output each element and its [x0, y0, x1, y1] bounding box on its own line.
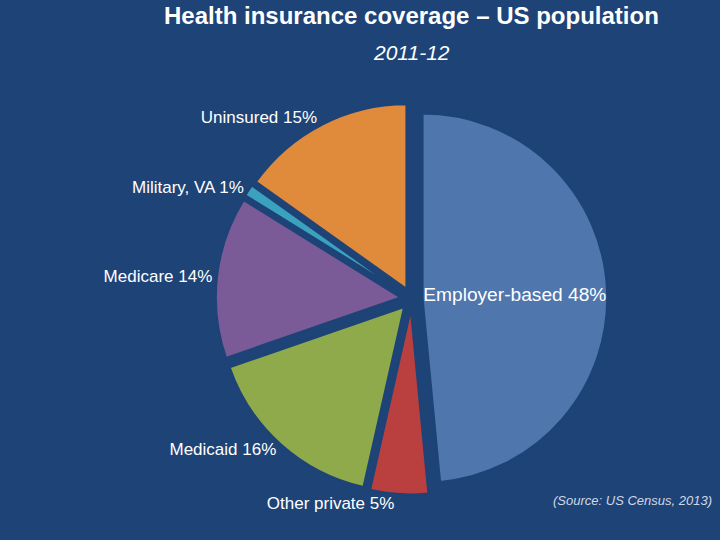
svg-text:2011-12: 2011-12: [373, 41, 450, 64]
svg-text:Medicare 14%: Medicare 14%: [104, 267, 213, 286]
svg-text:Medicaid 16%: Medicaid 16%: [169, 440, 276, 459]
svg-text:Other private 5%: Other private 5%: [267, 494, 395, 513]
svg-text:(Source: US Census, 2013): (Source: US Census, 2013): [553, 493, 712, 508]
svg-text:Employer-based 48%: Employer-based 48%: [423, 284, 606, 305]
svg-text:Uninsured 15%: Uninsured 15%: [201, 108, 317, 127]
svg-text:Health insurance coverage – US: Health insurance coverage – US populatio…: [164, 2, 659, 29]
svg-text:Military, VA 1%: Military, VA 1%: [132, 178, 244, 197]
